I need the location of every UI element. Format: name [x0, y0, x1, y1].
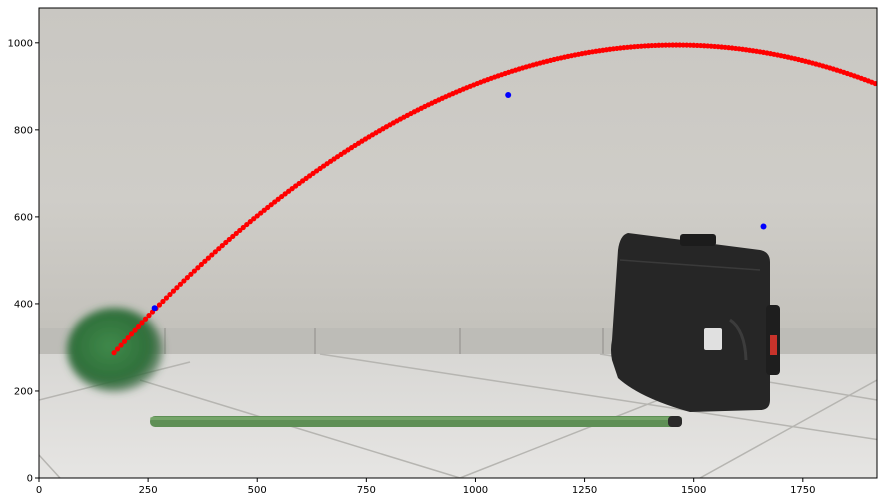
trajectory-point: [272, 199, 278, 205]
trajectory-point: [114, 346, 121, 352]
trajectory-point: [258, 210, 264, 216]
trajectory-point: [265, 204, 271, 211]
trajectory-point: [247, 219, 253, 225]
marker-point: [151, 305, 158, 312]
y-tick-label: 400: [14, 299, 33, 310]
green-stick: [150, 416, 682, 427]
trajectory-point: [212, 249, 218, 255]
trajectory-point: [118, 342, 124, 348]
trajectory-point: [163, 295, 170, 301]
trajectory-point: [128, 331, 135, 337]
x-tick-label: 1000: [463, 485, 488, 496]
y-axis: 0 200 400 600 800 1000: [8, 38, 39, 485]
trajectory-point: [142, 316, 149, 322]
x-tick-label: 0: [36, 485, 42, 496]
y-tick-label: 600: [14, 212, 33, 223]
x-tick-label: 250: [139, 485, 158, 496]
trajectory-point: [146, 313, 152, 319]
y-tick-label: 1000: [8, 38, 33, 49]
trajectory-point: [872, 80, 877, 87]
plot-frame: [38, 7, 878, 479]
trajectory-point: [237, 227, 243, 234]
trajectory-point: [223, 239, 229, 246]
trajectory-point: [240, 224, 246, 231]
trajectory-point: [132, 327, 138, 333]
x-axis: 0 250 500 750 1000 1250 1500 1750: [36, 478, 816, 496]
trajectory-point: [202, 258, 208, 264]
trajectory-point: [167, 291, 173, 298]
photo-background: [39, 8, 877, 478]
marker-point: [505, 92, 512, 99]
trajectory-point: [233, 230, 239, 237]
trajectory-point: [244, 221, 250, 228]
trajectory-point: [170, 288, 177, 294]
x-tick-label: 500: [248, 485, 267, 496]
y-tick-label: 800: [14, 125, 33, 136]
trajectory-point: [219, 242, 225, 249]
x-tick-label: 750: [357, 485, 376, 496]
trajectory-point: [230, 233, 236, 240]
trajectory-point: [174, 285, 180, 291]
trajectory-point: [135, 323, 142, 330]
trajectory-point: [195, 265, 201, 271]
trajectory-point: [125, 334, 131, 341]
trajectory-point: [160, 298, 166, 305]
baseboard-seams: [164, 328, 604, 354]
series-layer: [111, 42, 877, 356]
trajectory-point: [254, 213, 260, 219]
trajectory-point: [121, 338, 128, 344]
trajectory-point: [111, 350, 117, 356]
trajectory-point: [209, 252, 215, 258]
y-tick-label: 0: [27, 474, 33, 485]
trajectory-point: [226, 236, 232, 243]
suitcase: [611, 233, 780, 412]
x-tick-label: 1500: [681, 485, 706, 496]
x-tick-label: 1250: [572, 485, 597, 496]
x-tick-label: 1750: [790, 485, 815, 496]
trajectory-point: [188, 271, 194, 277]
trajectory-point: [139, 320, 145, 326]
trajectory-point: [261, 207, 267, 213]
marker-point: [760, 223, 767, 230]
trajectory-point: [198, 261, 204, 268]
blurred-ball: [67, 308, 163, 392]
trajectory-point: [181, 278, 187, 284]
trajectory-point: [216, 246, 222, 252]
y-tick-label: 200: [14, 386, 33, 397]
trajectory-point: [268, 202, 274, 208]
trajectory-point: [184, 275, 190, 281]
trajectory-point: [205, 255, 211, 261]
trajectory-point: [191, 268, 197, 274]
trajectory-point: [156, 302, 163, 308]
trajectory-point: [251, 216, 257, 222]
trajectory-point: [177, 281, 184, 287]
